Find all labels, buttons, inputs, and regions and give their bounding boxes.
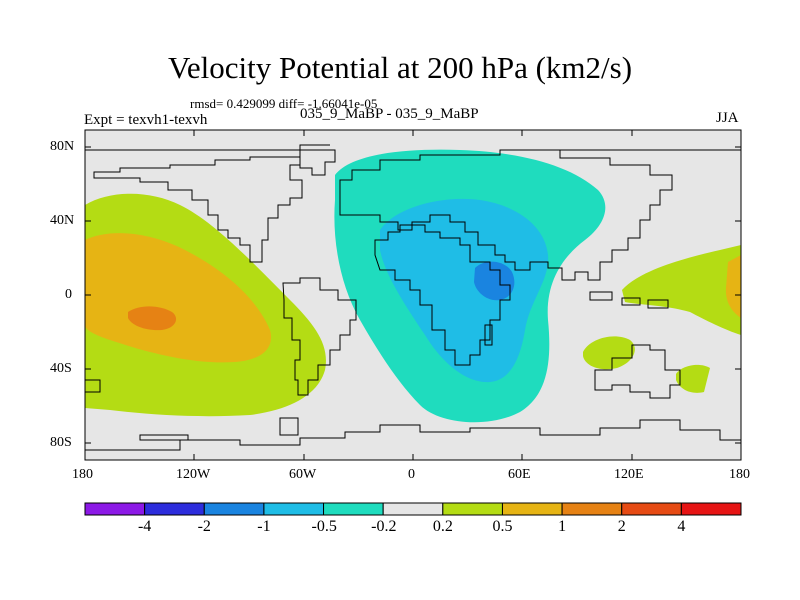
coastline-australia [594, 344, 681, 399]
coastline-antarctica [85, 419, 741, 451]
colorbar-label: -0.5 [311, 518, 337, 535]
coastline-eurasia [339, 149, 673, 281]
negative-region-africa-2 [380, 198, 549, 383]
coastline-indonesia [589, 291, 669, 309]
positive-region-east [622, 245, 741, 335]
lat-label-80n: 80N [50, 139, 75, 154]
colorbar-label: 0.5 [492, 518, 513, 535]
colorbar [84, 502, 742, 516]
lat-label-40n: 40N [50, 213, 75, 228]
stats-line: rmsd= 0.429099 diff= -1.66041e-05 [190, 96, 378, 111]
colorbar-swatch [501, 502, 563, 516]
lat-label-0: 0 [65, 287, 72, 302]
colorbar-swatch [621, 502, 682, 516]
colorbar-swatch [144, 502, 205, 516]
page-title: Velocity Potential at 200 hPa (km2/s) [167, 50, 633, 85]
positive-region-pacific-3 [128, 306, 177, 331]
lon-label-180w: 180 [72, 467, 93, 482]
positive-region-australia [676, 364, 710, 393]
colorbar-label: 1 [558, 518, 567, 535]
colorbar-swatch [561, 502, 623, 516]
map-plot [84, 129, 742, 461]
colorbar-label: 0.2 [432, 518, 453, 535]
lon-label-120w: 120W [176, 467, 211, 482]
colorbar-label: -2 [197, 518, 211, 535]
coastline-africa [374, 224, 511, 366]
coastline-island [279, 417, 299, 436]
colorbar-swatch [323, 502, 384, 516]
lat-label-40s: 40S [50, 361, 72, 376]
positive-region-indian [583, 336, 635, 370]
coastlines [85, 144, 741, 451]
coastline-island-2 [139, 434, 189, 441]
colorbar-label: 2 [617, 518, 626, 535]
lon-label-180e: 180 [729, 467, 750, 482]
colorbar-swatch [680, 502, 742, 516]
lon-label-60w: 60W [289, 467, 317, 482]
coastline-newzealand [85, 379, 101, 393]
coastline-madagascar [484, 324, 493, 346]
negative-region-africa-3 [474, 261, 515, 301]
case-label: 035_9_MaBP - 035_9_MaBP [300, 106, 479, 122]
colorbar-label: 4 [677, 518, 686, 535]
coastline-greenland [299, 149, 336, 176]
lat-label-80s: 80S [50, 435, 72, 450]
coastline-north-america [93, 156, 303, 263]
colorbar-swatch [203, 502, 265, 516]
colorbar-swatch [442, 502, 503, 516]
coastline-south-america [282, 277, 357, 396]
lon-label-120e: 120E [614, 467, 644, 482]
positive-region-east-2 [725, 255, 741, 318]
lon-label-60e: 60E [508, 467, 531, 482]
colorbar-swatch [84, 502, 146, 516]
coastline-arctic [85, 144, 741, 151]
positive-region-pacific-2 [85, 233, 272, 363]
map-ticks [85, 130, 741, 460]
colorbar-swatch [263, 502, 325, 516]
season-label: JJA [716, 110, 739, 126]
experiment-label: Expt = texvh1-texvh [84, 112, 208, 128]
colorbar-label: -0.2 [371, 518, 397, 535]
colorbar-label: -1 [257, 518, 271, 535]
colorbar-label: -4 [137, 518, 152, 535]
lon-label-0: 0 [408, 467, 415, 482]
colorbar-swatch [382, 502, 444, 516]
